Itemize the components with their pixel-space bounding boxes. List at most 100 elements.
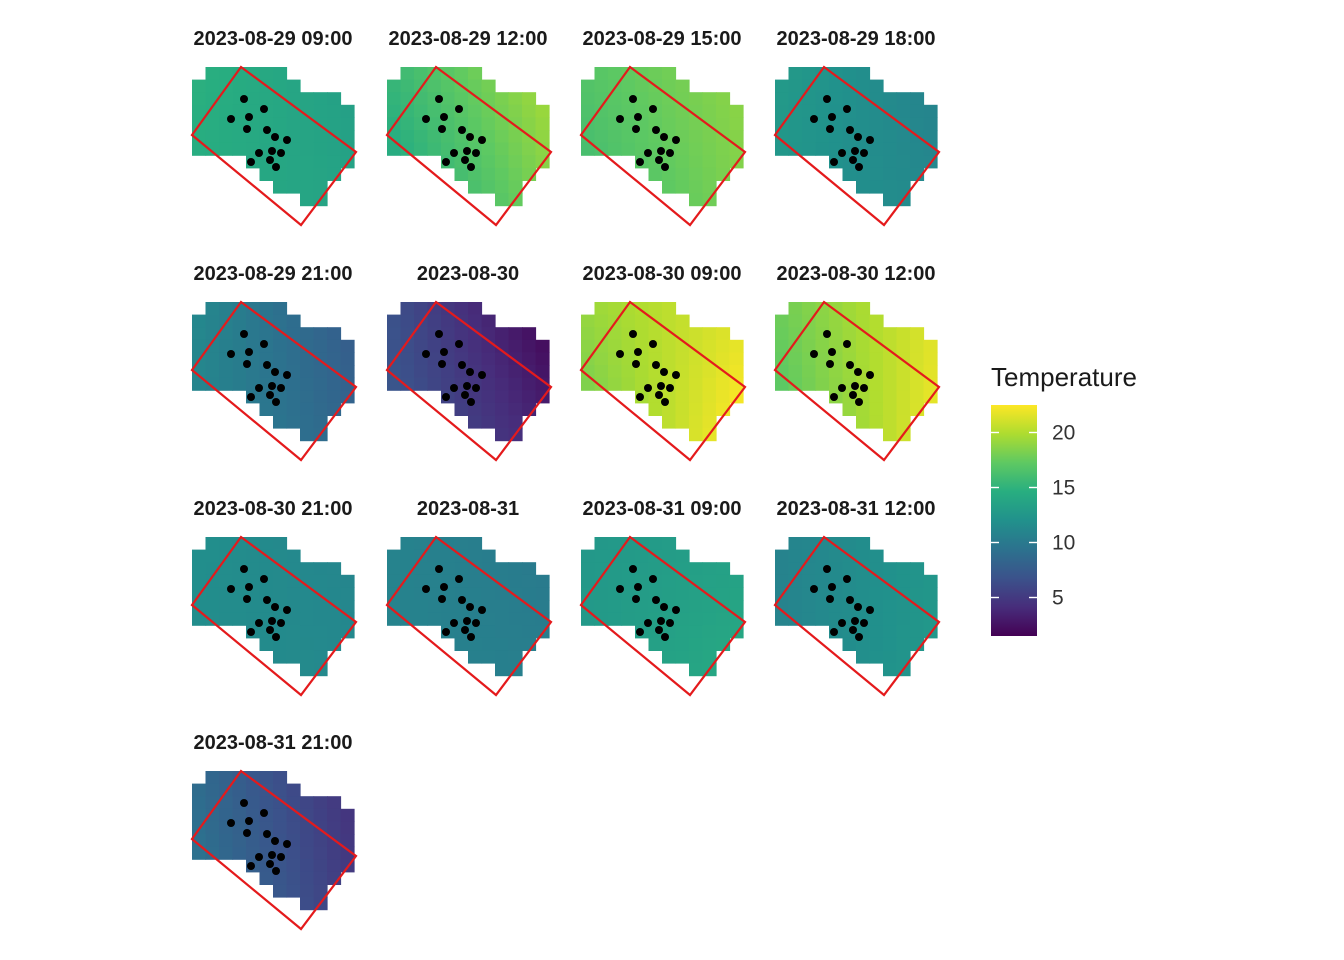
- raster-cell: [608, 377, 623, 391]
- facet-title: 2023-08-30 12:00: [776, 263, 935, 285]
- boundary-outline: [190, 300, 358, 462]
- raster-cell: [454, 167, 469, 181]
- station-point: [854, 368, 862, 376]
- raster-cell: [594, 67, 609, 81]
- raster-cell: [400, 104, 415, 118]
- raster-cell: [273, 314, 288, 328]
- station-point: [243, 829, 251, 837]
- raster-cell: [313, 377, 328, 391]
- facet-panel: 2023-08-29 21:00: [190, 263, 358, 462]
- raster-cell: [648, 537, 663, 551]
- station-point: [866, 606, 874, 614]
- station-point: [442, 393, 450, 401]
- raster-cell: [232, 352, 247, 366]
- station-point: [810, 350, 818, 358]
- station-point: [272, 633, 280, 641]
- station-point: [268, 382, 276, 390]
- raster-cell: [508, 327, 523, 341]
- raster-cell: [468, 314, 483, 328]
- raster-cell: [427, 365, 442, 379]
- raster-cell: [273, 537, 288, 551]
- station-point: [263, 361, 271, 369]
- raster-cell: [205, 365, 220, 379]
- raster-cell: [775, 365, 790, 379]
- raster-cell: [313, 415, 328, 429]
- raster-cell: [689, 574, 704, 588]
- raster-cell: [716, 327, 731, 341]
- station-point: [440, 348, 448, 356]
- raster-cell: [219, 327, 234, 341]
- boundary-outline: [773, 300, 941, 462]
- raster-cell: [273, 808, 288, 822]
- raster-cell: [286, 180, 301, 194]
- raster-cell: [468, 339, 483, 353]
- raster-cell: [232, 314, 247, 328]
- raster-cell: [313, 390, 328, 404]
- raster-cell: [635, 549, 650, 563]
- raster-cell: [495, 180, 510, 194]
- station-point: [283, 371, 291, 379]
- station-point: [843, 575, 851, 583]
- raster-cell: [689, 428, 704, 442]
- raster-cell: [648, 67, 663, 81]
- raster-cell: [232, 771, 247, 785]
- station-point: [467, 398, 475, 406]
- raster-cell: [883, 167, 898, 181]
- station-point: [849, 156, 857, 164]
- raster-cell: [716, 562, 731, 576]
- station-point: [849, 626, 857, 634]
- station-point: [632, 595, 640, 603]
- raster-cell: [414, 537, 429, 551]
- station-point: [438, 595, 446, 603]
- raster-cell: [815, 365, 830, 379]
- raster-cell: [273, 637, 288, 651]
- raster-cell: [508, 339, 523, 353]
- raster-cell: [219, 104, 234, 118]
- raster-cell: [327, 796, 342, 810]
- raster-cell: [689, 365, 704, 379]
- raster-cell: [300, 167, 315, 181]
- raster-cell: [495, 650, 510, 664]
- raster-cell: [581, 549, 596, 563]
- raster-cell: [481, 79, 496, 93]
- raster-cell: [522, 612, 537, 626]
- raster-cell: [387, 600, 402, 614]
- station-point: [636, 393, 644, 401]
- raster-cell: [441, 327, 456, 341]
- station-point: [810, 115, 818, 123]
- raster-cell: [788, 104, 803, 118]
- raster-cell: [635, 600, 650, 614]
- raster-cell: [648, 302, 663, 316]
- station-point: [828, 583, 836, 591]
- raster-cell: [662, 574, 677, 588]
- station-point: [271, 133, 279, 141]
- raster-cell: [273, 402, 288, 416]
- raster-cell: [729, 574, 744, 588]
- raster-cell: [910, 377, 925, 391]
- raster-cell: [427, 612, 442, 626]
- raster-cell: [675, 415, 690, 429]
- raster-cell: [454, 537, 469, 551]
- raster-cell: [788, 549, 803, 563]
- raster-cell: [635, 314, 650, 328]
- raster-cell: [883, 339, 898, 353]
- raster-cell: [581, 79, 596, 93]
- raster-cell: [775, 339, 790, 353]
- raster-cell: [286, 846, 301, 860]
- raster-cell: [702, 637, 717, 651]
- raster-cell: [300, 327, 315, 341]
- raster-cell: [313, 834, 328, 848]
- raster-cell: [232, 783, 247, 797]
- raster-cell: [495, 415, 510, 429]
- raster-cell: [635, 130, 650, 144]
- raster-cell: [340, 846, 355, 860]
- raster-cell: [300, 637, 315, 651]
- raster-cell: [427, 352, 442, 366]
- raster-cell: [508, 365, 523, 379]
- raster-cell: [689, 352, 704, 366]
- raster-cell: [869, 625, 884, 639]
- raster-cell: [856, 117, 871, 131]
- raster-cell: [219, 846, 234, 860]
- raster-cell: [648, 562, 663, 576]
